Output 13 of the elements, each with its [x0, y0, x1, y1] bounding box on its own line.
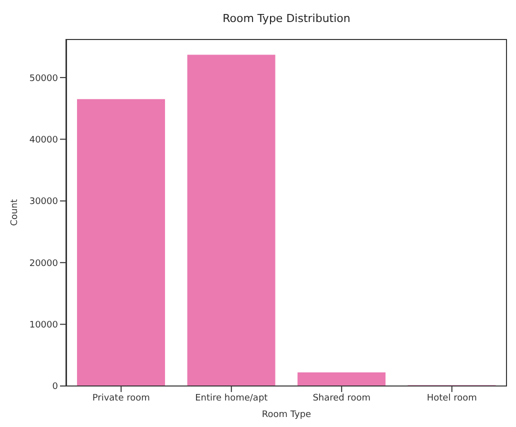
- y-axis-title: Count: [10, 198, 20, 226]
- y-tick-label: 30000: [29, 197, 58, 208]
- x-tick-label: Entire home/apt: [195, 393, 268, 404]
- x-tick-label: Private room: [92, 393, 150, 404]
- chart-title: Room Type Distribution: [222, 12, 352, 25]
- y-tick-label: 10000: [29, 320, 58, 331]
- x-axis-title: Room Type: [262, 410, 312, 420]
- y-tick-label: 50000: [29, 74, 58, 84]
- y-tick-label: 40000: [29, 135, 58, 146]
- x-tick-label: Shared room: [312, 393, 371, 404]
- x-tick-label: Hotel room: [426, 393, 477, 404]
- y-tick-label: 20000: [29, 258, 58, 269]
- y-tick-label: 0: [52, 382, 58, 392]
